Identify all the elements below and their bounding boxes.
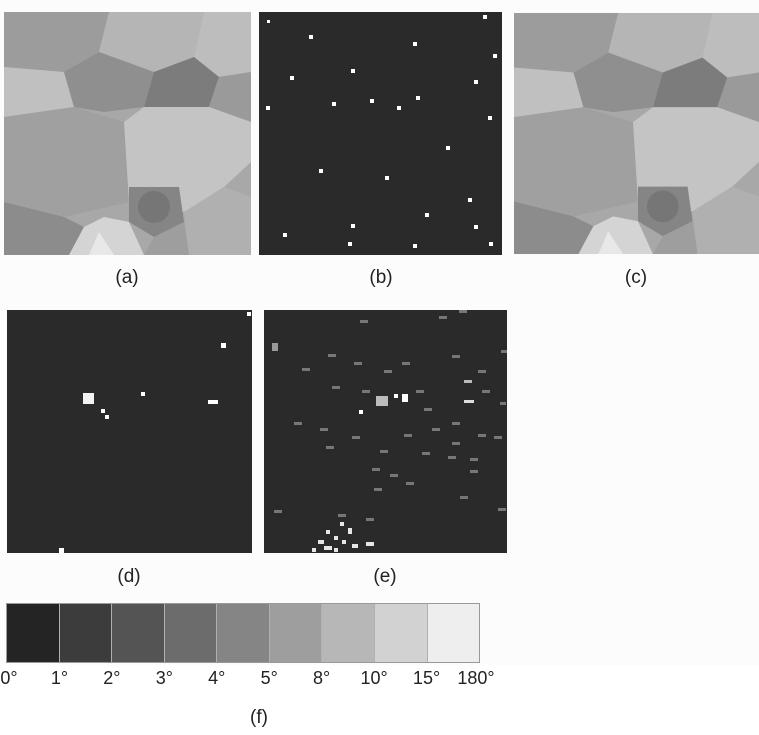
caption-b: (b) xyxy=(369,267,393,288)
caption-f: (f) xyxy=(250,707,268,728)
misorientation-map-e xyxy=(264,310,507,553)
scale-tick-label: 10° xyxy=(360,668,388,688)
scale-swatch xyxy=(322,604,375,662)
scale-swatch xyxy=(59,604,113,662)
scale-tick-label: 15° xyxy=(412,668,441,688)
grain-map-a xyxy=(4,12,251,255)
scale-tick-label: 180° xyxy=(457,668,495,688)
scale-tick-label: 1° xyxy=(50,668,69,688)
scale-tick-label: 8° xyxy=(313,668,331,688)
misorientation-map-b xyxy=(259,12,502,255)
caption-c: (c) xyxy=(624,267,648,288)
scale-swatch xyxy=(7,604,60,662)
scale-tick-label: 0° xyxy=(0,668,18,688)
scale-tick-label: 4° xyxy=(208,668,226,688)
scale-tick-label: 5° xyxy=(260,668,278,688)
grain-map-c xyxy=(514,12,759,255)
scale-tick-label: 2° xyxy=(103,668,121,688)
scale-swatch xyxy=(164,604,218,662)
scale-swatch xyxy=(112,604,165,662)
scale-swatch xyxy=(374,604,428,662)
misorientation-map-d xyxy=(7,310,252,553)
scale-swatch xyxy=(269,604,323,662)
caption-a: (a) xyxy=(115,267,139,288)
misorientation-color-scale xyxy=(6,603,480,663)
scale-swatch xyxy=(217,604,270,662)
caption-d: (d) xyxy=(117,566,141,587)
scale-tick-label: 3° xyxy=(155,668,173,688)
scale-swatch xyxy=(427,604,480,662)
caption-e: (e) xyxy=(373,566,397,587)
